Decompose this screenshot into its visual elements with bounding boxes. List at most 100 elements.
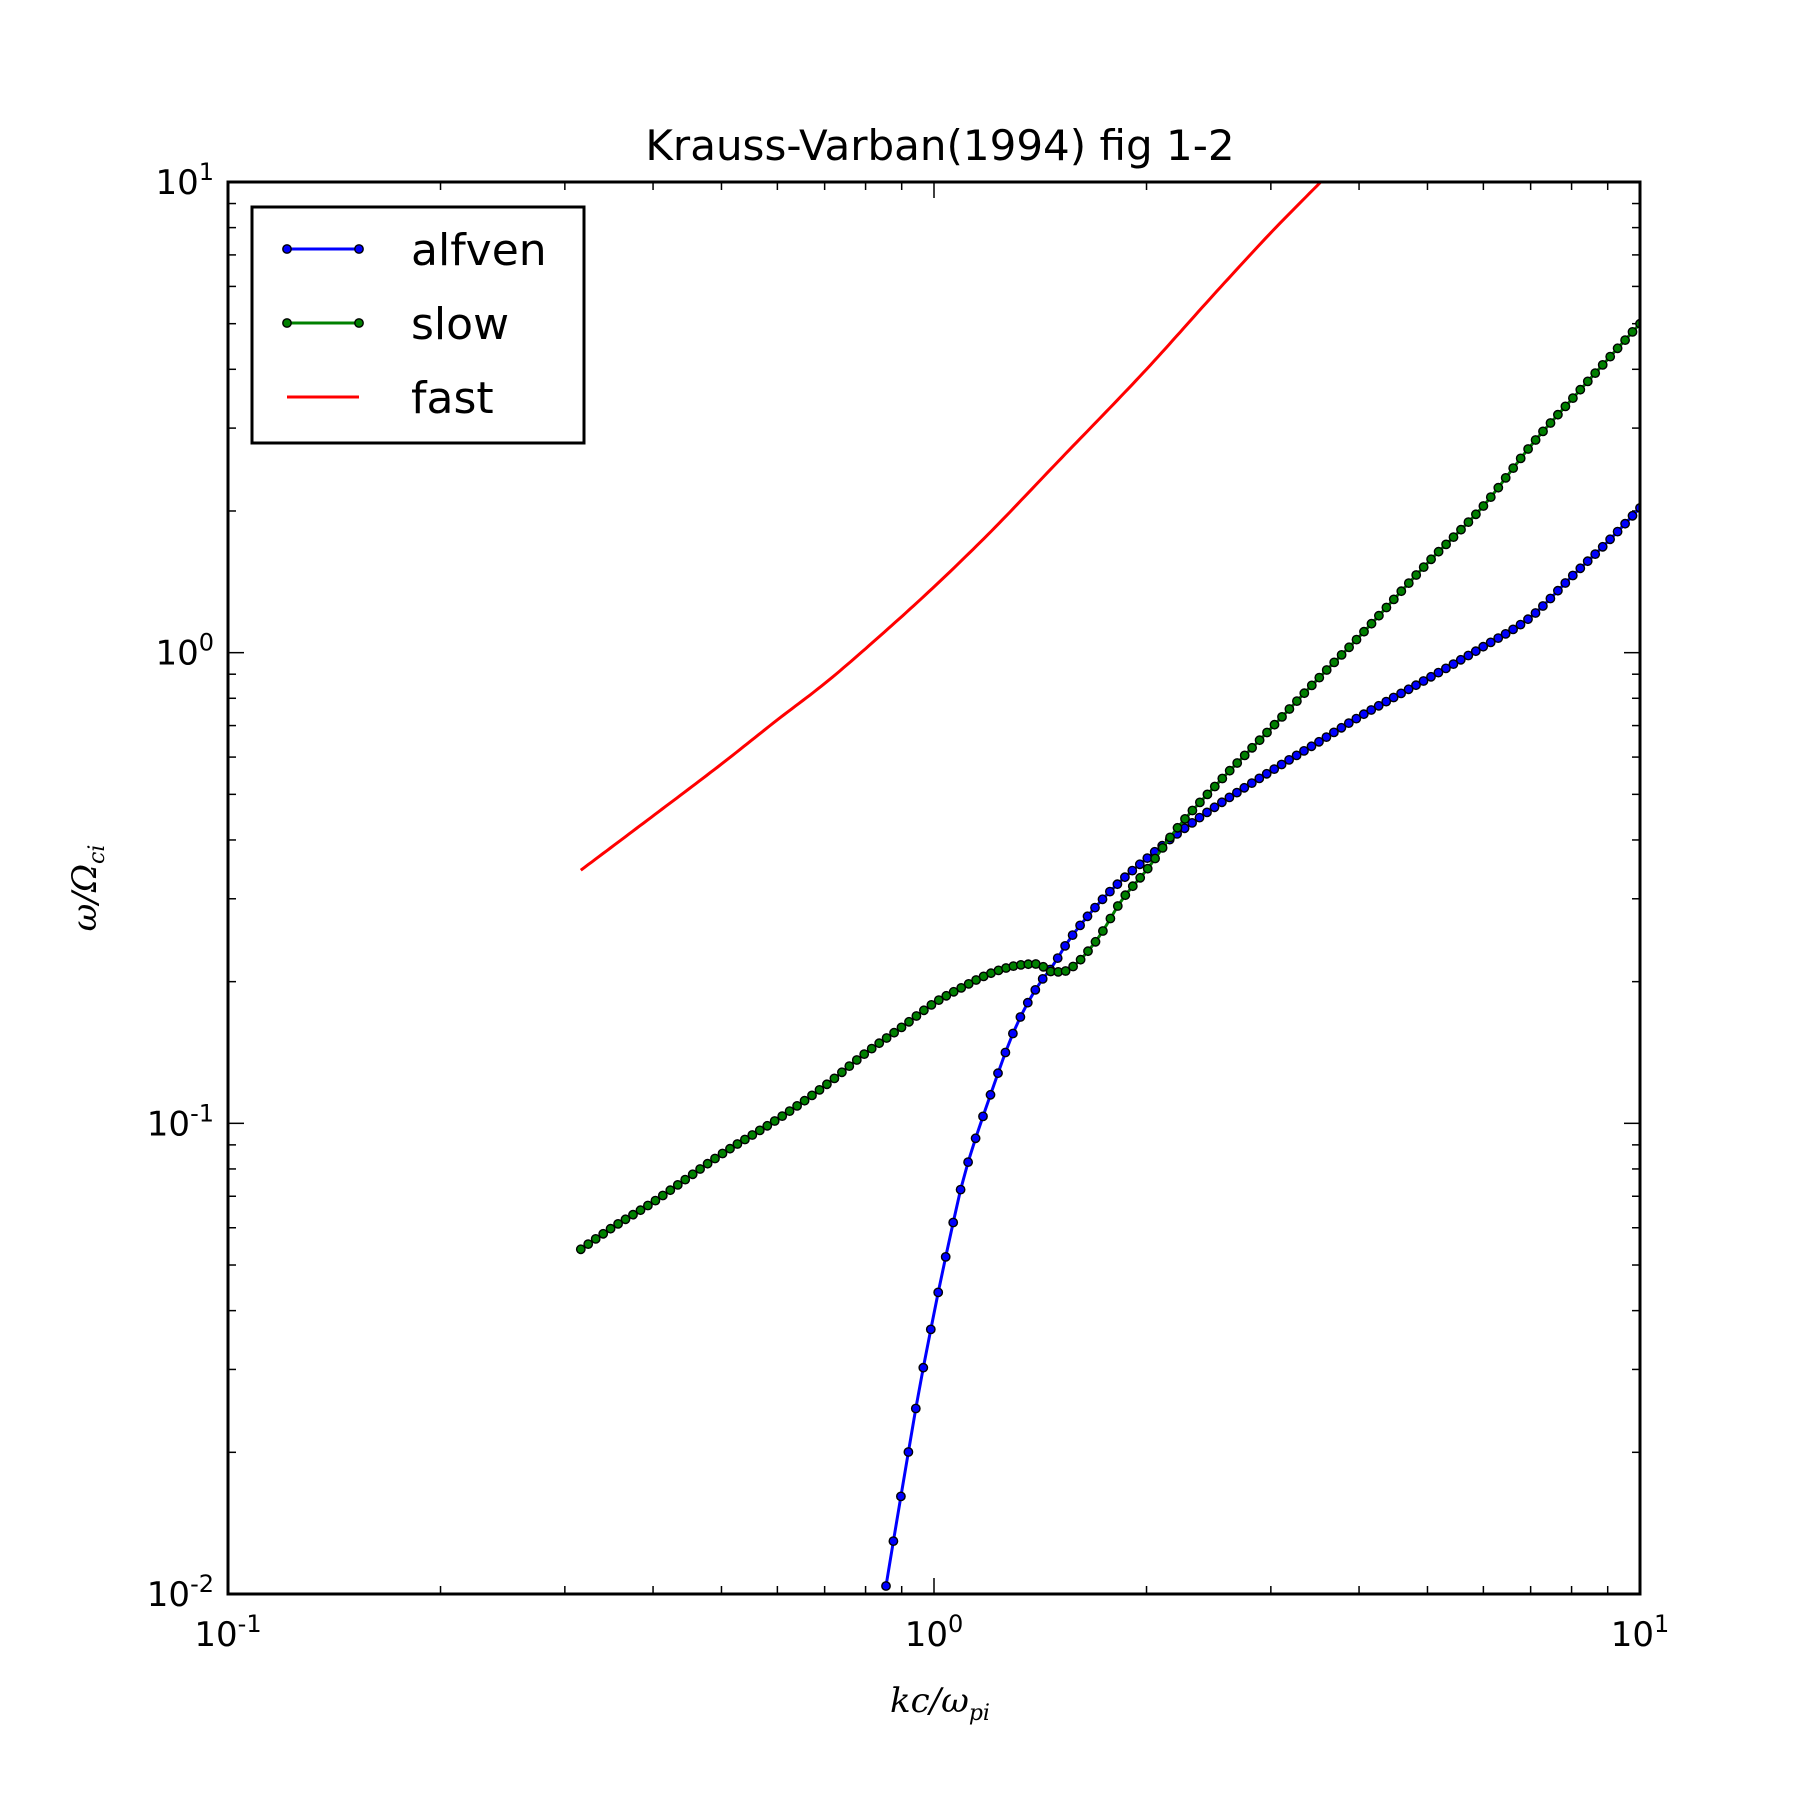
y-axis-label-base: ω/Ω [65,864,105,931]
data-point-slow [1336,650,1347,660]
data-point-slow [1344,642,1355,653]
data-point-alfven [1605,534,1616,545]
data-point-slow [1120,890,1131,901]
data-point-slow [1277,712,1287,722]
data-point-slow [613,1219,623,1229]
data-point-slow [710,1153,720,1164]
data-point-slow [620,1214,631,1225]
data-point-slow [859,1049,870,1060]
data-point-slow [881,1033,892,1043]
data-point-alfven [1508,624,1519,635]
data-point-alfven [1000,1047,1011,1058]
x-axis-label-base: kc/ω [890,1681,969,1721]
data-point-alfven [1090,902,1100,913]
data-point-alfven [1060,941,1071,951]
y-axis-label-sub: ci [85,845,110,864]
data-point-slow [1500,472,1511,483]
data-point-slow [1612,343,1623,354]
legend-entry-alfven: alfven [282,225,547,276]
data-point-alfven [1105,886,1115,897]
data-point-slow [1388,594,1399,605]
data-point-slow [1157,843,1168,853]
data-point-alfven [955,1184,966,1195]
data-point-alfven [1015,1012,1026,1022]
data-point-alfven [1358,709,1369,720]
data-point-slow [1359,626,1369,637]
data-point-slow [1448,532,1459,542]
data-point-alfven [1351,713,1362,724]
data-point-alfven [1134,859,1145,870]
data-point-alfven [970,1133,981,1144]
x-tick-label: 100 [905,1610,964,1655]
data-point-alfven [1127,865,1138,876]
data-point-alfven [1232,787,1242,798]
data-point-slow [680,1174,691,1185]
data-point-slow [1426,554,1437,565]
y-tick-label: 100 [155,629,214,674]
data-point-alfven [940,1252,951,1262]
data-point-slow [1463,517,1474,527]
data-point-slow [1172,822,1183,833]
data-point-slow [1135,872,1146,883]
data-point-alfven [1388,692,1399,703]
data-point-alfven [1329,727,1339,738]
data-point-slow [695,1164,705,1174]
data-point-alfven [1612,526,1623,537]
data-point-slow [941,990,952,1001]
data-point-alfven [1254,773,1265,784]
data-point-slow [1553,409,1563,420]
data-point-slow [754,1125,765,1136]
data-point-alfven [1037,974,1048,984]
data-point-slow [1575,384,1586,395]
data-point-alfven [896,1491,906,1502]
data-point-slow [1478,501,1489,511]
legend-marker [282,244,292,254]
data-point-slow [963,979,974,989]
data-point-alfven [948,1217,959,1228]
data-point-slow [1292,696,1302,706]
data-point-alfven [1202,807,1212,818]
data-point-slow [926,1000,937,1010]
data-point-slow [933,995,944,1005]
data-point-alfven [1314,736,1324,747]
data-point-alfven [1239,782,1250,793]
data-point-alfven [1545,593,1556,604]
data-point-slow [643,1200,653,1211]
data-point-slow [1523,444,1534,454]
data-point-slow [1620,335,1631,345]
data-point-alfven [1082,911,1093,922]
data-point-alfven [1052,953,1063,963]
x-axis-label: kc/ωpi [890,1681,990,1726]
data-point-slow [1090,936,1101,947]
data-point-alfven [1075,920,1086,931]
data-point-slow [702,1158,713,1169]
y-tick-label: 10-1 [147,1099,214,1144]
data-point-slow [1209,781,1220,792]
data-point-slow [1180,814,1190,824]
data-point-alfven [978,1111,988,1122]
data-point-slow [1560,401,1571,412]
data-point-slow [896,1022,907,1033]
data-point-slow [1314,672,1325,683]
data-point-alfven [1373,700,1384,711]
data-point-slow [747,1130,758,1140]
data-point-slow [1142,863,1153,874]
data-point-alfven [1433,667,1444,678]
legend-marker [354,318,364,328]
data-point-slow [851,1055,862,1065]
data-point-alfven [1500,629,1511,639]
data-point-slow [1269,719,1280,730]
data-point-alfven [1217,797,1227,808]
data-point-slow [1098,926,1108,936]
data-point-alfven [1485,637,1496,648]
data-point-slow [1202,789,1213,800]
data-point-slow [1411,570,1422,580]
legend-box [250,205,586,445]
data-point-slow [1321,665,1332,675]
data-point-alfven [1209,802,1220,813]
data-point-alfven [1366,705,1377,715]
data-point-slow [799,1095,810,1106]
data-point-alfven [985,1089,996,1100]
data-point-slow [605,1223,616,1234]
